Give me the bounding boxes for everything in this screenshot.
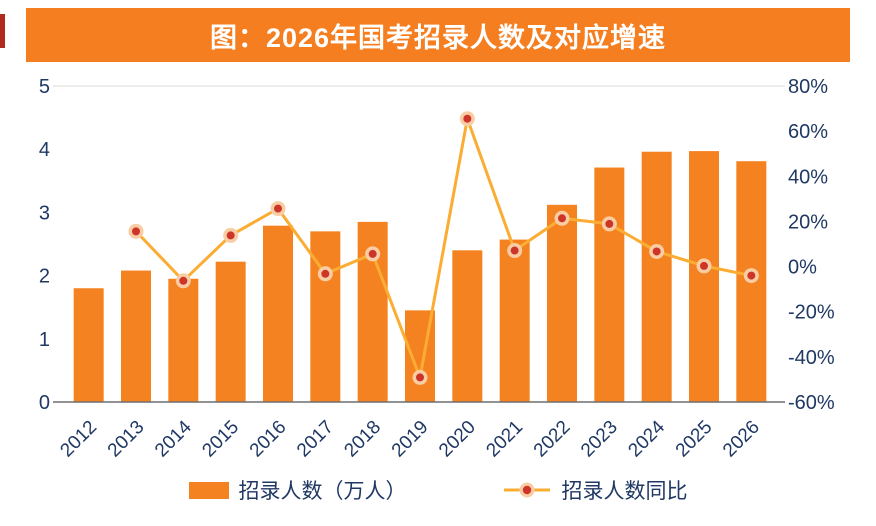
legend-item-bar: 招录人数（万人）: [188, 475, 407, 505]
right-axis-tick: 0%: [788, 257, 817, 279]
left-axis-tick: 2: [39, 266, 50, 288]
x-axis-label: 2024: [624, 416, 669, 461]
bar: [641, 151, 672, 402]
marker-dot: [179, 276, 188, 285]
marker-dot: [700, 261, 708, 270]
chart-canvas: 5 4 3 2 1 0 80% 60% 40% 20% 0% -20% -40% -60% 2012 2013…: [39, 76, 835, 462]
line-marker-swatch-icon: [503, 482, 550, 498]
legend-line-label: 招录人数同比: [561, 480, 688, 503]
marker-dot: [605, 219, 614, 228]
bar: [452, 250, 483, 402]
x-axis-label: 2020: [435, 417, 480, 462]
x-axis-label: 2018: [340, 417, 385, 462]
bar: [215, 261, 246, 402]
marker-dot: [652, 247, 661, 256]
bar: [547, 204, 577, 402]
x-axis-label: 2019: [388, 417, 433, 462]
growth-line: [134, 117, 752, 379]
marker-dot: [226, 231, 235, 240]
bar: [263, 225, 293, 402]
bar: [168, 278, 199, 402]
chart-legend: 招录人数（万人） 招录人数同比: [0, 472, 876, 508]
x-axis-label: 2013: [104, 417, 149, 462]
right-axis-tick: 80%: [788, 76, 828, 98]
chart-title-bar: 图：2026年国考招录人数及对应增速: [26, 8, 850, 62]
x-axis-label: 2025: [672, 417, 717, 462]
right-axis-tick: 60%: [788, 121, 828, 143]
x-axis-label: 2017: [293, 417, 338, 462]
left-axis-tick: 3: [39, 202, 50, 224]
right-axis-tick: -20%: [788, 302, 835, 324]
marker-dot: [368, 249, 377, 258]
left-axis-tick: 0: [39, 392, 50, 414]
right-axis-tick: -60%: [788, 392, 835, 414]
marker-dot: [321, 269, 330, 278]
x-axis-label: 2016: [246, 417, 291, 462]
marker-dot: [132, 227, 140, 236]
chart-title: 图：2026年国考招录人数及对应增速: [209, 22, 667, 53]
marker-dot: [463, 114, 472, 123]
x-axis-label: 2023: [577, 417, 622, 462]
bar: [594, 167, 625, 402]
bar: [499, 239, 530, 402]
marker-dot: [747, 271, 756, 280]
bar: [73, 288, 104, 402]
x-axis-label: 2012: [56, 417, 101, 462]
x-axis-label: 2015: [198, 417, 243, 462]
marker-dot: [274, 204, 282, 213]
x-axis-label: 2022: [530, 417, 575, 462]
left-axis-tick: 4: [39, 139, 50, 161]
right-axis-tick: -40%: [788, 347, 835, 369]
right-axis-tick: 40%: [788, 166, 828, 188]
marker-dot: [510, 246, 519, 255]
x-axis-label: 2026: [719, 417, 764, 462]
x-axis-label: 2014: [151, 416, 196, 461]
legend-bar-label: 招录人数（万人）: [238, 480, 407, 503]
right-axis-tick: 20%: [788, 211, 828, 233]
marker-dot: [416, 373, 424, 382]
marker-dot: [558, 214, 566, 223]
bar-swatch-icon: [188, 481, 229, 499]
bar: [689, 151, 719, 402]
x-axis-label: 2021: [482, 417, 527, 462]
left-axis-tick: 5: [39, 76, 50, 98]
accent-mark: [0, 14, 5, 48]
legend-item-line: 招录人数同比: [502, 475, 688, 505]
bar: [121, 270, 151, 402]
left-axis-tick: 1: [39, 329, 50, 351]
